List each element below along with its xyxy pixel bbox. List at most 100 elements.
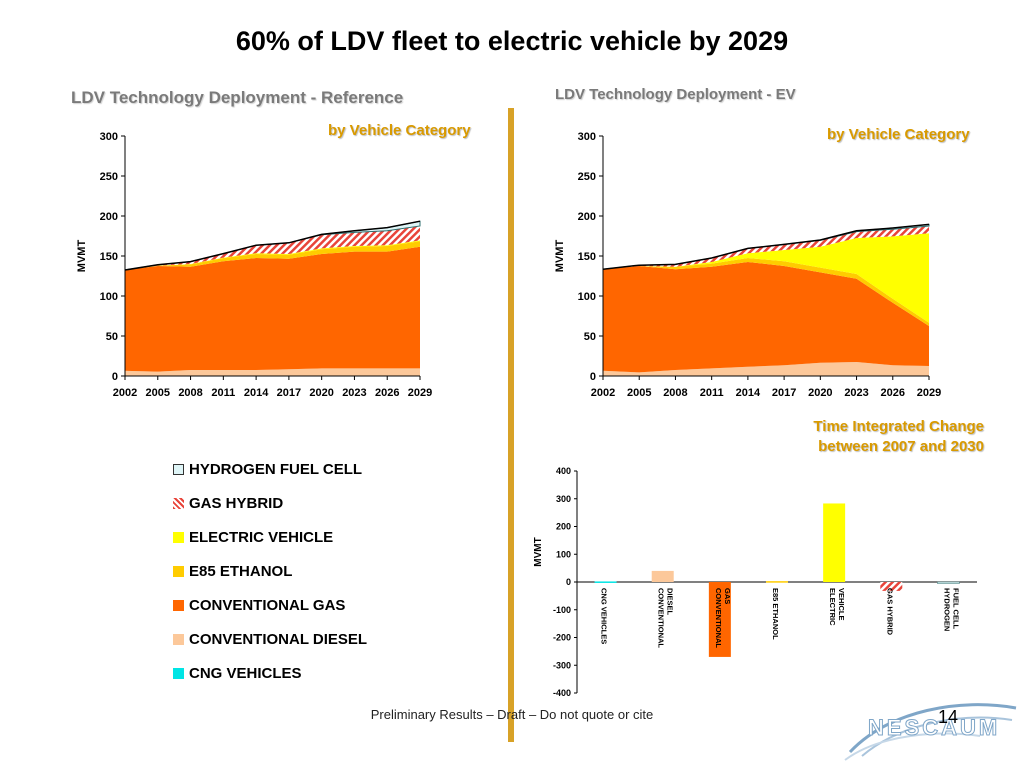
bar-conventional-diesel — [651, 570, 674, 582]
legend-item: HYDROGEN FUEL CELL — [173, 452, 433, 486]
legend-swatch — [173, 633, 184, 645]
category-label: ELECTRIC VEHICLE — [828, 588, 846, 626]
y-tick-label: 250 — [578, 171, 596, 183]
y-tick-label: 150 — [578, 251, 596, 263]
x-tick-label: 2005 — [627, 387, 651, 399]
y-tick-label: 0 — [590, 371, 596, 383]
area-gas-hybrid — [125, 226, 420, 270]
area-electric-vehicle — [125, 240, 420, 270]
y-tick-label: 300 — [556, 494, 571, 504]
y-tick-label: 400 — [556, 466, 571, 476]
panel-divider — [508, 108, 514, 742]
y-tick-label: 0 — [566, 577, 571, 587]
bar-conventional-gas — [708, 582, 731, 657]
x-tick-label: 2026 — [375, 387, 399, 399]
category-label: E85 ETHANOL — [771, 588, 780, 640]
legend-swatch — [173, 463, 184, 475]
logo-text: NESCAUM — [868, 715, 1000, 740]
category-label-line: GAS — [723, 588, 732, 604]
y-tick-label: 300 — [578, 131, 596, 143]
category-label-line: DIESEL — [666, 588, 675, 616]
legend-label: CNG VEHICLES — [189, 664, 302, 682]
legend-item: CNG VEHICLES — [173, 656, 433, 690]
x-tick-label: 2011 — [211, 387, 235, 399]
category-label: HYDROGEN FUEL CELL — [942, 588, 960, 631]
page-title: 60% of LDV fleet to electric vehicle by … — [235, 26, 789, 56]
x-tick-label: 2023 — [844, 387, 868, 399]
change-bar-chart: -400 -300 -200 -100 0 100 200 300 400 CNG VEHICLE… — [533, 466, 977, 698]
category-label-line: CNG VEHICLES — [600, 588, 609, 644]
area-e85-ethanol — [603, 258, 929, 326]
bar-chart-title-line1: Time Integrated Change — [813, 418, 984, 435]
category-label-line: CONVENTIONAL — [657, 588, 666, 648]
y-axis-label: MVMT — [76, 240, 88, 273]
legend-item: CONVENTIONAL GAS — [173, 588, 433, 622]
footer-note: Preliminary Results – Draft – Do not quo… — [370, 707, 654, 722]
area-gas-hybrid — [603, 226, 929, 270]
category-label: CNG VEHICLES — [600, 588, 609, 644]
reference-chart-title: LDV Technology Deployment - Reference — [71, 88, 404, 107]
reference-area-chart: 0 50 100 150 200 250 300 2002 2005 2008 2011 2014 20… — [76, 131, 432, 399]
total-line — [602, 223, 930, 270]
x-tick-label: 2005 — [146, 387, 170, 399]
legend-swatch — [173, 565, 184, 577]
legend-swatch — [173, 599, 184, 611]
y-tick-label: -100 — [553, 605, 571, 615]
y-tick-label: 200 — [100, 211, 118, 223]
ev-chart-title: LDV Technology Deployment - EV — [555, 86, 796, 103]
y-tick-label: 50 — [584, 331, 596, 343]
category-label: GAS HYBRID — [885, 588, 894, 636]
x-tick-label: 2011 — [700, 387, 724, 399]
category-label-line: E85 ETHANOL — [771, 588, 780, 640]
x-tick-label: 2002 — [591, 387, 615, 399]
y-tick-label: 150 — [100, 251, 118, 263]
category-label: CONVENTIONAL GAS — [714, 588, 732, 648]
bar-electric-vehicle — [823, 503, 846, 582]
legend-item: ELECTRIC VEHICLE — [173, 520, 433, 554]
category-label-line: ELECTRIC — [828, 588, 837, 626]
legend-label: CONVENTIONAL GAS — [189, 596, 346, 614]
area-conventional-diesel — [125, 368, 420, 376]
legend-item: GAS HYBRID — [173, 486, 433, 520]
area-conventional-diesel — [603, 362, 929, 376]
category-label-line: CONVENTIONAL — [714, 588, 723, 648]
legend-swatch — [173, 497, 184, 509]
category-label-line: VEHICLE — [837, 588, 846, 621]
x-tick-label: 2008 — [178, 387, 202, 399]
x-tick-label: 2014 — [244, 387, 269, 399]
bar-e85-ethanol — [766, 581, 788, 583]
y-tick-label: -400 — [553, 688, 571, 698]
total-line — [124, 220, 421, 271]
y-tick-label: -200 — [553, 633, 571, 643]
category-label: CONVENTIONAL DIESEL — [657, 588, 675, 648]
bar-gas-hybrid — [880, 582, 903, 591]
ev-area-chart: 0 50 100 150 200 250 300 2002 2005 2008 2011 2014 20… — [554, 131, 941, 399]
legend-label: ELECTRIC VEHICLE — [189, 528, 334, 546]
legend-label: E85 ETHANOL — [189, 562, 293, 580]
bar-cng-vehicles — [594, 581, 617, 583]
y-tick-label: 200 — [556, 522, 571, 532]
nescaum-logo: NESCAUM — [844, 703, 1017, 761]
bar-chart-title-line2: between 2007 and 2030 — [818, 438, 984, 455]
x-tick-label: 2026 — [881, 387, 905, 399]
x-tick-label: 2020 — [309, 387, 333, 399]
legend-item: CONVENTIONAL DIESEL — [173, 622, 433, 656]
y-tick-label: 100 — [578, 291, 596, 303]
x-tick-label: 2017 — [277, 387, 301, 399]
y-tick-label: 50 — [106, 331, 118, 343]
y-tick-label: 200 — [578, 211, 596, 223]
legend-label: HYDROGEN FUEL CELL — [189, 460, 363, 478]
x-tick-label: 2023 — [342, 387, 366, 399]
legend-label: GAS HYBRID — [189, 494, 284, 512]
legend-label: CONVENTIONAL DIESEL — [189, 630, 368, 648]
y-tick-label: -300 — [553, 660, 571, 670]
x-tick-label: 2014 — [736, 387, 761, 399]
x-tick-label: 2008 — [663, 387, 687, 399]
category-label-line: GAS HYBRID — [885, 588, 894, 636]
bar-hydrogen-fuel-cell — [937, 581, 960, 584]
ev-chart-subtitle: by Vehicle Category — [827, 126, 970, 143]
y-tick-label: 0 — [112, 371, 118, 383]
legend: HYDROGEN FUEL CELL GAS HYBRID ELECTRIC V… — [173, 452, 433, 690]
category-label-line: HYDROGEN — [942, 588, 951, 631]
page-number: 14 — [938, 707, 959, 727]
